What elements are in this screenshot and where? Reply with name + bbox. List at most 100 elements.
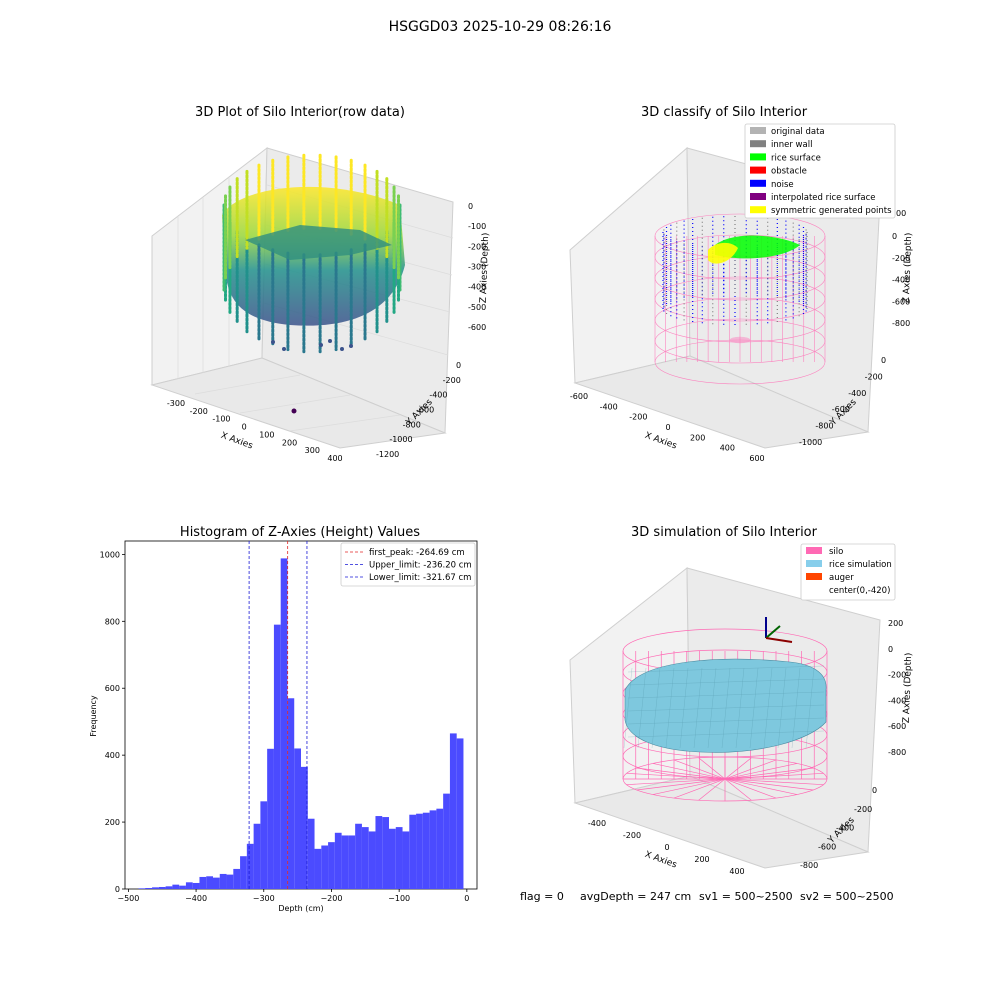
symmetric-points xyxy=(708,242,738,264)
panel-simulation-xlabel: X Axies xyxy=(643,850,678,871)
legend-label-1: inner wall xyxy=(771,140,812,150)
sim-z-tick-4: -600 xyxy=(888,722,906,731)
raw-z-tick-6: -600 xyxy=(468,323,486,332)
raw-x-tick-0: -300 xyxy=(167,399,185,408)
silo-floor-spoke xyxy=(626,772,824,786)
histogram-bar xyxy=(158,886,166,889)
sim-legend-swatch-2 xyxy=(806,573,822,580)
raw-point xyxy=(340,347,344,351)
sim-y-tick-2: -400 xyxy=(836,824,854,833)
rice-mesh-line xyxy=(627,691,825,699)
histogram-ticks: −500 −400 −300 −200 −100 0 0 200 400 600 800 1000 xyxy=(100,550,470,903)
legend-label-6: symmetric generated points xyxy=(771,206,892,216)
histogram-bar xyxy=(314,848,322,889)
histogram-bar xyxy=(199,876,207,889)
legend-label-4: noise xyxy=(771,180,794,190)
silo-ring xyxy=(654,297,826,343)
histogram-bar xyxy=(145,887,153,889)
rice-mesh-line xyxy=(791,667,801,749)
rice-mesh-line xyxy=(749,667,759,749)
sim-x-tick-2: 0 xyxy=(664,843,669,852)
classify-y-tick-2: -400 xyxy=(848,389,866,398)
raw-z-tick-4: -400 xyxy=(468,283,486,292)
raw-point xyxy=(319,343,323,347)
histogram-bar xyxy=(361,827,369,889)
rice-mesh-line xyxy=(763,667,773,749)
raw-y-tick-4: -800 xyxy=(403,420,421,429)
footer: flag = 0 avgDepth = 247 cm sv1 = 500~250… xyxy=(520,890,894,903)
histogram-ylabel: Frequency xyxy=(89,695,98,737)
sim-x-tick-4: 400 xyxy=(729,867,744,876)
histogram-bar xyxy=(213,877,220,889)
histogram-ytick-5: 1000 xyxy=(100,550,120,559)
histogram-bar xyxy=(321,845,329,889)
legend-swatch-6 xyxy=(750,206,766,214)
raw-z-tick-0: 0 xyxy=(468,202,473,211)
rice-mesh-line xyxy=(665,667,675,749)
footer-sv2: sv2 = 500~2500 xyxy=(800,890,894,903)
legend-swatch-2 xyxy=(750,153,766,161)
histogram-bar xyxy=(253,823,261,889)
histogram-xtick-2: −300 xyxy=(253,894,275,903)
panel-classify-title: 3D classify of Silo Interior xyxy=(641,105,808,120)
histogram-bar xyxy=(389,828,396,889)
raw-x-tick-7: 400 xyxy=(327,454,342,463)
raw-z-tick-2: -200 xyxy=(468,242,486,251)
panel-histogram: Histogram of Z-Axies (Height) Values −50… xyxy=(89,525,478,913)
histogram-bar xyxy=(422,812,430,889)
sim-legend-label-1: rice simulation xyxy=(829,560,892,570)
raw-y-tick-3: -600 xyxy=(416,406,434,415)
footer-sv1: sv1 = 500~2500 xyxy=(699,890,793,903)
figure-title: HSGGD03 2025-10-29 08:26:16 xyxy=(389,19,612,35)
panel-simulation-legend: silo rice simulation auger center(0,-420) xyxy=(800,543,896,601)
raw-x-tick-2: -100 xyxy=(212,415,230,424)
classify-z-tick-0: 0 xyxy=(892,232,897,241)
classify-x-tick-1: -400 xyxy=(600,402,618,411)
sim-legend-label-0: silo xyxy=(829,547,843,557)
sim-legend-swatch-0 xyxy=(806,547,822,554)
histogram-bar xyxy=(138,888,146,889)
histogram-bar xyxy=(449,733,457,889)
histogram-bar xyxy=(172,884,180,889)
sim-legend-swatch-1 xyxy=(806,560,822,567)
rice-mesh-line xyxy=(707,667,717,749)
histogram-bar xyxy=(355,823,362,889)
raw-x-tick-3: 0 xyxy=(242,423,247,432)
panel-classify-ticks: -600 -400 -200 0 200 400 600 0 -200 -400 -600 -800 -… xyxy=(570,209,910,463)
rice-mesh-line xyxy=(693,667,703,749)
panel-simulation: 3D simulation of Silo Interior -400 -200 0… xyxy=(569,525,914,876)
sim-x-tick-1: -200 xyxy=(623,831,641,840)
raw-outlier-point xyxy=(291,408,297,414)
rice-mesh-line xyxy=(627,717,825,725)
panel-simulation-title: 3D simulation of Silo Interior xyxy=(631,525,818,540)
raw-z-tick-5: -500 xyxy=(468,303,486,312)
sim-z-tick-5: -800 xyxy=(888,748,906,757)
histogram-bar xyxy=(192,882,200,889)
legend-swatch-4 xyxy=(750,179,766,187)
histogram-legend: first_peak: -264.69 cm Upper_limit: -236.… xyxy=(340,542,476,587)
histogram-bar xyxy=(375,816,383,889)
rice-mesh-line xyxy=(735,667,745,749)
legend-swatch-5 xyxy=(750,193,766,200)
histogram-bar xyxy=(152,887,159,889)
histogram-xtick-4: −100 xyxy=(388,894,410,903)
classify-z-tick-2: -400 xyxy=(892,276,910,285)
histogram-bar xyxy=(416,813,423,889)
sim-legend-swatch-3 xyxy=(806,586,822,593)
classify-z-tick-4: -800 xyxy=(892,319,910,328)
panel-classify: 3D classify of Silo Interior -600 -400 -20… xyxy=(569,105,914,463)
histogram-bar xyxy=(233,868,241,889)
panel-raw-scatter xyxy=(222,153,405,414)
histogram-bar xyxy=(219,873,227,889)
panel-simulation-auger xyxy=(765,617,793,643)
rice-surface-points xyxy=(715,235,800,259)
histogram-bar xyxy=(456,738,464,889)
raw-y-tick-1: -200 xyxy=(443,376,461,385)
histogram-bar xyxy=(206,876,213,889)
panel-raw-xlabel: X Axies xyxy=(219,431,254,452)
classify-z-tick-partial: 00 xyxy=(896,209,906,218)
panel-raw-zlabel: Z Axies (Depth) xyxy=(479,233,491,304)
histogram-bar xyxy=(179,885,186,889)
histogram-bar xyxy=(334,832,342,889)
